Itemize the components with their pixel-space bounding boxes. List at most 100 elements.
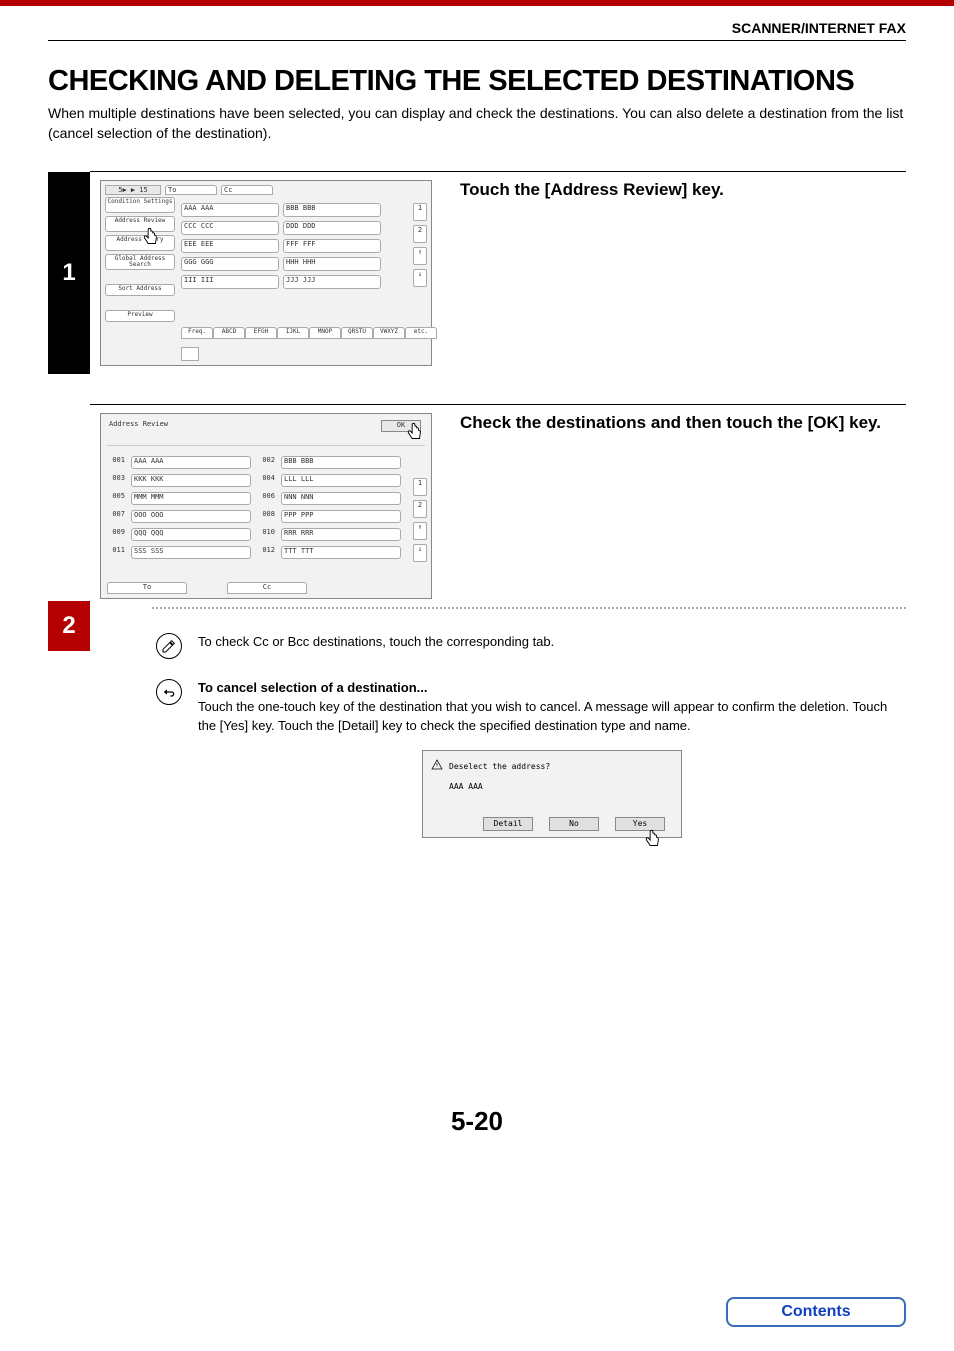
- alpha-tab[interactable]: MNOP: [309, 327, 341, 339]
- row-num: 010: [257, 528, 275, 541]
- alpha-tab[interactable]: ABCD: [213, 327, 245, 339]
- row-num: 003: [107, 474, 125, 487]
- step-2-title: Check the destinations and then touch th…: [460, 413, 881, 433]
- dialog-buttons: Detail No Yes: [483, 817, 665, 831]
- note-2-title: To cancel selection of a destination...: [198, 679, 906, 698]
- row-num: 009: [107, 528, 125, 541]
- list-item[interactable]: QQQ QQQ: [131, 528, 251, 541]
- alpha-tab[interactable]: VWXYZ: [373, 327, 405, 339]
- list-item[interactable]: SSS SSS: [131, 546, 251, 559]
- row-num: 012: [257, 546, 275, 559]
- tab-cc[interactable]: Cc: [221, 185, 273, 195]
- list-item[interactable]: BBB BBB: [281, 456, 401, 469]
- global-address-search-button[interactable]: Global Address Search: [105, 254, 175, 270]
- list-item[interactable]: TTT TTT: [281, 546, 401, 559]
- list-item[interactable]: III III: [181, 275, 279, 289]
- note-row-2: To cancel selection of a destination... …: [156, 679, 906, 838]
- ss1-tabs: To Cc: [165, 185, 273, 195]
- alpha-tab[interactable]: Freq.: [181, 327, 213, 339]
- header-section-text: SCANNER/INTERNET FAX: [732, 20, 906, 36]
- alpha-tab[interactable]: EFGH: [245, 327, 277, 339]
- alpha-tab[interactable]: IJKL: [277, 327, 309, 339]
- list-item[interactable]: BBB BBB: [283, 203, 381, 217]
- sort-address-button[interactable]: Sort Address: [105, 284, 175, 296]
- warning-icon: [431, 759, 443, 771]
- tab-to[interactable]: To: [165, 185, 217, 195]
- step-1: 1 5▶ ▶ 15 To Cc Condition Settings Addre…: [48, 171, 906, 374]
- hand-pointer-icon: [403, 422, 425, 444]
- ss1-entry-grid: AAA AAA BBB BBB CCC CCC DDD DDD EEE EEE FFF…: [181, 203, 411, 293]
- page-1[interactable]: 1: [413, 203, 427, 221]
- scroll-down-button[interactable]: ↓: [413, 269, 427, 287]
- row-num: 008: [257, 510, 275, 523]
- list-item[interactable]: JJJ JJJ: [283, 275, 381, 289]
- page-2[interactable]: 2: [413, 500, 427, 518]
- alpha-tab[interactable]: QRSTU: [341, 327, 373, 339]
- list-item[interactable]: DDD DDD: [283, 221, 381, 235]
- alpha-tab[interactable]: etc.: [405, 327, 437, 339]
- list-item[interactable]: MMM MMM: [131, 492, 251, 505]
- hand-pointer-icon: [139, 227, 161, 249]
- list-item[interactable]: AAA AAA: [131, 456, 251, 469]
- ss1-alpha-tabs: Freq. ABCD EFGH IJKL MNOP QRSTU VWXYZ et…: [181, 327, 437, 339]
- list-item[interactable]: NNN NNN: [281, 492, 401, 505]
- scroll-up-button[interactable]: ↑: [413, 247, 427, 265]
- screenshot-1: 5▶ ▶ 15 To Cc Condition Settings Address…: [100, 180, 432, 366]
- tab-cc[interactable]: Cc: [227, 582, 307, 594]
- header-subline: SCANNER/INTERNET FAX: [48, 20, 906, 41]
- note-row-1: To check Cc or Bcc destinations, touch t…: [156, 633, 906, 659]
- dialog-address: AAA AAA: [449, 781, 483, 793]
- scroll-up-button[interactable]: ↑: [413, 522, 427, 540]
- hand-pointer-icon: [641, 829, 663, 851]
- list-item[interactable]: FFF FFF: [283, 239, 381, 253]
- header-accent: [0, 0, 954, 6]
- ss2-bottom-tabs: To Cc: [107, 582, 307, 594]
- condition-settings-button[interactable]: Condition Settings: [105, 197, 175, 213]
- page-2[interactable]: 2: [413, 225, 427, 243]
- step-1-instruction: Touch the [Address Review] key.: [460, 180, 724, 366]
- list-item[interactable]: AAA AAA: [181, 203, 279, 217]
- row-num: 002: [257, 456, 275, 469]
- preview-button[interactable]: Preview: [105, 310, 175, 322]
- list-item[interactable]: HHH HHH: [283, 257, 381, 271]
- step-1-title: Touch the [Address Review] key.: [460, 180, 724, 200]
- list-item[interactable]: RRR RRR: [281, 528, 401, 541]
- row-num: 005: [107, 492, 125, 505]
- list-item[interactable]: EEE EEE: [181, 239, 279, 253]
- list-item[interactable]: OOO OOO: [131, 510, 251, 523]
- address-review-label: Address Review: [109, 420, 168, 428]
- row-num: 001: [107, 456, 125, 469]
- ss2-pager: 1 2 ↑ ↓: [413, 478, 427, 566]
- intro-text: When multiple destinations have been sel…: [48, 104, 906, 143]
- tab-to[interactable]: To: [107, 582, 187, 594]
- return-arrow-icon: [156, 679, 182, 705]
- list-item[interactable]: LLL LLL: [281, 474, 401, 487]
- page-number: 5-20: [48, 1106, 906, 1137]
- list-item[interactable]: CCC CCC: [181, 221, 279, 235]
- row-num: 004: [257, 474, 275, 487]
- row-num: 011: [107, 546, 125, 559]
- ss1-sidebar: Condition Settings Address Review Addres…: [105, 197, 175, 325]
- no-button[interactable]: No: [549, 817, 599, 831]
- deselect-dialog: Deselect the address? AAA AAA Detail No …: [422, 750, 682, 838]
- row-num: 007: [107, 510, 125, 523]
- ss1-pager: 1 2 ↑ ↓: [413, 203, 427, 291]
- page-1[interactable]: 1: [413, 478, 427, 496]
- separator-dashed: [152, 607, 906, 609]
- scroll-down-button[interactable]: ↓: [413, 544, 427, 562]
- list-item[interactable]: GGG GGG: [181, 257, 279, 271]
- ss1-preview-icon[interactable]: [181, 347, 199, 361]
- step-2: 2 Address Review OK 001 AAA AAA 002 BBB BBB…: [48, 404, 906, 866]
- note-2-body: Touch the one-touch key of the destinati…: [198, 698, 906, 736]
- step-1-number: 1: [48, 172, 90, 374]
- note-2-block: To cancel selection of a destination... …: [198, 679, 906, 838]
- contents-button[interactable]: Contents: [726, 1297, 906, 1327]
- screenshot-2: Address Review OK 001 AAA AAA 002 BBB BBB 0…: [100, 413, 432, 599]
- detail-button[interactable]: Detail: [483, 817, 533, 831]
- pencil-icon: [156, 633, 182, 659]
- ss2-header: Address Review OK: [107, 418, 425, 446]
- ss2-entry-grid: 001 AAA AAA 002 BBB BBB 003 KKK KKK 004 LLL LL…: [107, 456, 407, 564]
- list-item[interactable]: KKK KKK: [131, 474, 251, 487]
- row-num: 006: [257, 492, 275, 505]
- list-item[interactable]: PPP PPP: [281, 510, 401, 523]
